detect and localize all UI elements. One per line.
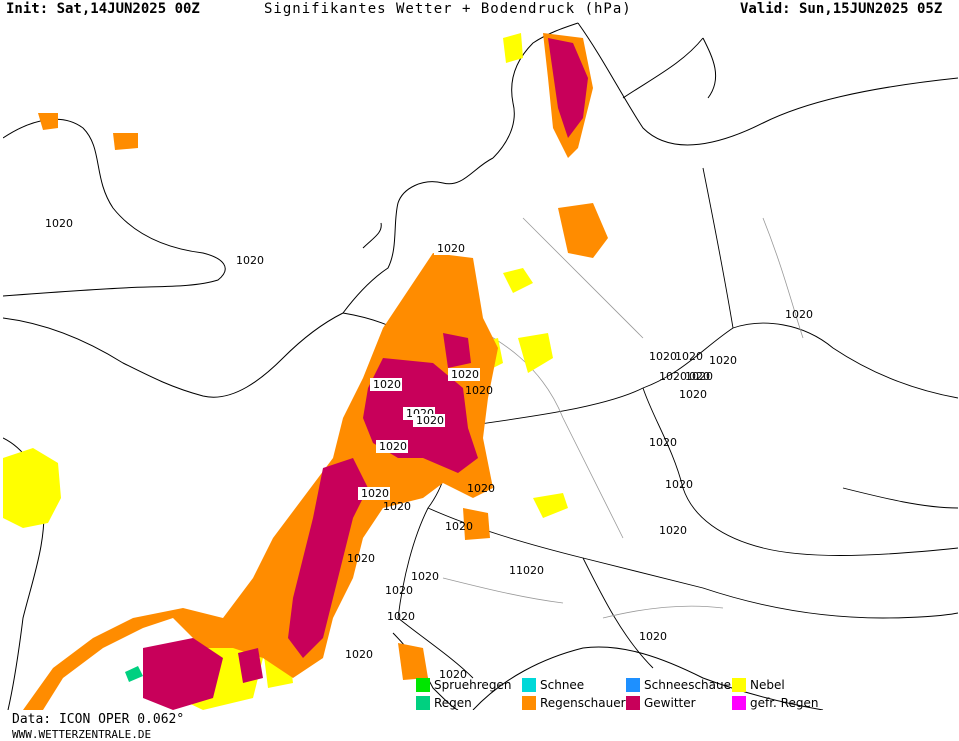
- isobar-label: 1020: [465, 384, 493, 397]
- isobar-label: 1020: [345, 648, 373, 661]
- isobar-label: 1020: [347, 552, 375, 565]
- legend-swatch: [732, 678, 746, 692]
- legend-label: Regenschauer: [540, 696, 626, 710]
- map-title: Signifikantes Wetter + Bodendruck (hPa): [264, 1, 632, 17]
- region-borders: [442, 217, 804, 619]
- isobar-label: 1020: [445, 520, 473, 533]
- legend-label: Schneeschauer: [644, 678, 736, 692]
- header-bar: Init: Sat,14JUN2025 00Z Signifikantes We…: [0, 0, 959, 20]
- isobar-label: 1020: [467, 482, 495, 495]
- weather-map: 1020 1020 1020 1020 1020 1020 1020 1020 …: [3, 18, 958, 710]
- isobar-label-box: [448, 368, 480, 381]
- isobar-label: 1020: [416, 414, 444, 427]
- isobar-label: 1020: [387, 610, 415, 623]
- isobar-label-box: [370, 378, 402, 391]
- country-borders: [342, 167, 958, 679]
- isobar-label: 1020: [451, 368, 479, 381]
- isobar-label: 1020: [659, 370, 687, 383]
- isobar-label: 1020: [679, 388, 707, 401]
- legend-item-regenschauer: Regenschauer: [522, 696, 626, 710]
- legend-swatch: [626, 696, 640, 710]
- legend-swatch: [416, 696, 430, 710]
- isobar-labels: 1020 1020 1020 1020 1020 1020 1020 1020 …: [45, 217, 813, 681]
- legend: Spruehregen Regen Schnee Regenschauer Sc…: [416, 678, 836, 718]
- isobar-label: 1020: [649, 436, 677, 449]
- data-source: Data: ICON OPER 0.062°: [12, 712, 185, 727]
- legend-item-spruehregen: Spruehregen: [416, 678, 511, 692]
- isobar-label: 1020: [639, 630, 667, 643]
- isobar-label: 1020: [361, 487, 389, 500]
- isobar-label: 1020: [437, 242, 465, 255]
- isobar-label: 1020: [659, 524, 687, 537]
- isobar-label: 1020: [665, 478, 693, 491]
- isobar-label-box: [434, 242, 466, 255]
- legend-item-schneeschauer: Schneeschauer: [626, 678, 736, 692]
- valid-time: Valid: Sun,15JUN2025 05Z: [740, 1, 943, 17]
- site-link[interactable]: WWW.WETTERZENTRALE.DE: [12, 728, 152, 741]
- legend-item-gewitter: Gewitter: [626, 696, 696, 710]
- isobar-label: 1020: [379, 440, 407, 453]
- isobar-label-box: [413, 414, 445, 427]
- isobar-label: 1020: [411, 570, 439, 583]
- legend-label: Nebel: [750, 678, 785, 692]
- rain-areas: [125, 666, 143, 682]
- isobar-label: 1020: [649, 350, 677, 363]
- init-time: Init: Sat,14JUN2025 00Z: [6, 1, 200, 17]
- isobar-label-box: [376, 440, 408, 453]
- legend-item-nebel: Nebel: [732, 678, 785, 692]
- isobar-label: 1020: [45, 217, 73, 230]
- legend-label: gefr. Regen: [750, 696, 819, 710]
- legend-item-regen: Regen: [416, 696, 472, 710]
- isobar-label: 1020: [685, 370, 713, 383]
- isobar-label: 1020: [236, 254, 264, 267]
- isobar-label: 1020: [373, 378, 401, 391]
- isobar-label: 1020: [675, 350, 703, 363]
- legend-label: Schnee: [540, 678, 585, 692]
- isobar-label: 1020: [383, 500, 411, 513]
- legend-item-schnee: Schnee: [522, 678, 584, 692]
- isobar-label: 020: [689, 370, 710, 383]
- isobar-label: 11020: [509, 564, 544, 577]
- legend-swatch: [626, 678, 640, 692]
- legend-item-gefr-regen: gefr. Regen: [732, 696, 818, 710]
- isobar-label: 1020: [785, 308, 813, 321]
- legend-label: Regen: [434, 696, 472, 710]
- legend-label: Gewitter: [644, 696, 696, 710]
- legend-swatch: [416, 678, 430, 692]
- isobar-label: 1020: [385, 584, 413, 597]
- legend-swatch: [522, 696, 536, 710]
- isobar-label: 1020: [439, 668, 467, 681]
- legend-swatch: [732, 696, 746, 710]
- legend-label: Spruehregen: [434, 678, 512, 692]
- isobar-label: 1020: [709, 354, 737, 367]
- legend-swatch: [522, 678, 536, 692]
- isobar-label-box: [358, 487, 390, 500]
